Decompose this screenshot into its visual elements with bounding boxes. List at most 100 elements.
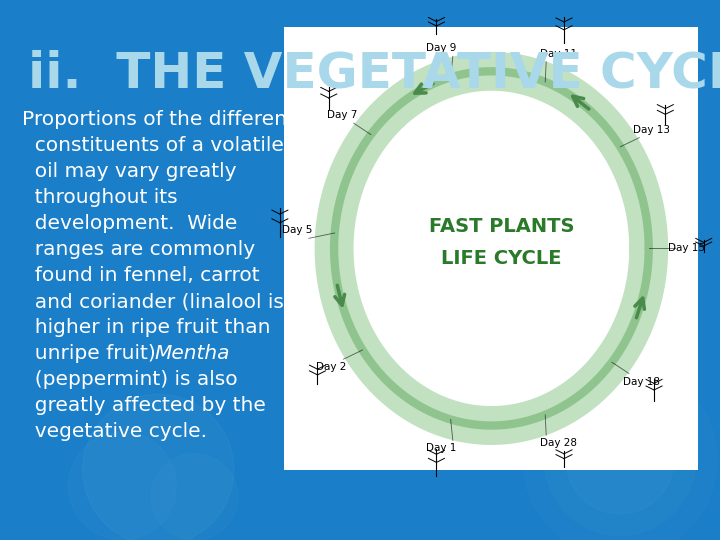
Bar: [0, 364, 720, 365]
Bar: [0, 427, 720, 428]
Bar: [0, 65, 720, 66]
Bar: [0, 376, 720, 377]
Bar: [0, 289, 720, 290]
Bar: [0, 125, 720, 126]
Bar: [0, 275, 720, 276]
Bar: [0, 332, 720, 333]
Bar: [0, 83, 720, 84]
Bar: [0, 182, 720, 183]
Bar: [0, 160, 720, 161]
Bar: [0, 478, 720, 479]
Bar: [0, 223, 720, 224]
Bar: [0, 442, 720, 443]
Bar: [0, 300, 720, 301]
Bar: [0, 388, 720, 389]
Bar: [0, 309, 720, 310]
Bar: [0, 55, 720, 56]
Text: and coriander (linalool is: and coriander (linalool is: [22, 292, 284, 311]
Bar: [0, 467, 720, 468]
Bar: [0, 179, 720, 180]
Text: Day 18: Day 18: [623, 376, 660, 387]
Bar: [0, 215, 720, 216]
Bar: [0, 422, 720, 423]
Bar: [0, 104, 720, 105]
Text: vegetative cycle.: vegetative cycle.: [22, 422, 207, 441]
Bar: [0, 235, 720, 236]
Bar: [0, 311, 720, 312]
Bar: [0, 383, 720, 384]
Bar: [0, 128, 720, 129]
Bar: [0, 524, 720, 525]
Bar: [0, 164, 720, 165]
Bar: [0, 75, 720, 76]
Bar: [0, 172, 720, 173]
Bar: [0, 390, 720, 391]
Bar: [0, 415, 720, 416]
Bar: [0, 402, 720, 403]
Bar: [0, 27, 720, 28]
Bar: [0, 496, 720, 497]
Bar: [0, 51, 720, 52]
Bar: [0, 403, 720, 404]
Bar: [0, 81, 720, 82]
Bar: [0, 163, 720, 164]
Bar: [0, 451, 720, 452]
Bar: [0, 138, 720, 139]
Bar: [0, 108, 720, 109]
Bar: [0, 373, 720, 374]
Bar: [0, 192, 720, 193]
Bar: [0, 56, 720, 57]
Bar: [0, 154, 720, 155]
Bar: [0, 129, 720, 130]
Bar: [0, 424, 720, 425]
Bar: [0, 18, 720, 19]
Bar: [0, 131, 720, 132]
Bar: [0, 490, 720, 491]
Bar: [0, 356, 720, 357]
Bar: [0, 86, 720, 87]
Bar: [0, 60, 720, 61]
Bar: [0, 298, 720, 299]
Bar: [0, 465, 720, 466]
Bar: [0, 533, 720, 534]
Bar: [0, 244, 720, 245]
Bar: [0, 2, 720, 3]
Bar: [0, 144, 720, 145]
Bar: [0, 499, 720, 500]
Text: Day 11: Day 11: [540, 49, 577, 59]
Bar: [0, 6, 720, 7]
Bar: [0, 412, 720, 413]
Bar: [0, 511, 720, 512]
Bar: [0, 304, 720, 305]
Bar: [0, 335, 720, 336]
Bar: [0, 80, 720, 81]
Bar: [0, 414, 720, 415]
Bar: [0, 435, 720, 436]
Bar: [0, 283, 720, 284]
Bar: [0, 440, 720, 441]
Bar: [0, 336, 720, 337]
Bar: [0, 322, 720, 323]
Bar: [0, 520, 720, 521]
Bar: [0, 429, 720, 430]
Bar: [0, 127, 720, 128]
Bar: [0, 501, 720, 502]
Bar: [0, 277, 720, 278]
Bar: [0, 509, 720, 510]
Bar: [0, 152, 720, 153]
Bar: [0, 118, 720, 119]
Bar: [0, 479, 720, 480]
Bar: [0, 107, 720, 108]
Bar: [0, 293, 720, 294]
Circle shape: [83, 394, 234, 540]
Bar: [0, 462, 720, 463]
Bar: [0, 408, 720, 409]
Bar: [0, 398, 720, 399]
Bar: [0, 141, 720, 142]
Bar: [0, 463, 720, 464]
Bar: [0, 212, 720, 213]
Bar: [0, 14, 720, 15]
Bar: [0, 74, 720, 75]
Bar: [0, 82, 720, 83]
Bar: [0, 270, 720, 271]
